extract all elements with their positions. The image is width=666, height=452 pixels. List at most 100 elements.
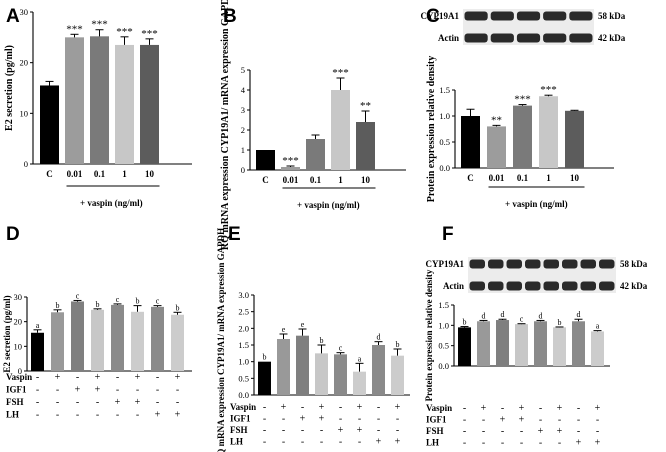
significance-label: b xyxy=(320,336,324,345)
blot-band xyxy=(490,11,514,21)
bar xyxy=(513,105,532,168)
x-tick-label: C xyxy=(46,169,53,179)
significance-label: b xyxy=(96,300,100,309)
treatment-mark: - xyxy=(76,410,79,421)
treatment-mark: - xyxy=(501,438,504,449)
y-tick-label: 10 xyxy=(20,108,29,118)
treatment-mark: - xyxy=(501,403,504,414)
treatment-mark: + xyxy=(135,372,141,383)
treatment-mark: - xyxy=(577,415,580,426)
treatment-mark: - xyxy=(558,415,561,426)
treatment-mark: + xyxy=(538,426,544,437)
treatment-mark: - xyxy=(539,438,542,449)
bar xyxy=(65,37,84,165)
blot-band xyxy=(543,259,559,269)
panel-letter-b: B xyxy=(223,6,237,27)
y-tick-label: 0.0 xyxy=(439,163,450,173)
treatment-mark: + xyxy=(175,410,181,421)
treatment-mark: + xyxy=(357,425,363,436)
treatment-mark: - xyxy=(396,414,399,425)
blot-band xyxy=(464,11,488,21)
x-tick-label: 0.01 xyxy=(489,173,505,183)
y-tick-label: 0 xyxy=(24,159,28,169)
bar xyxy=(515,324,528,366)
bar xyxy=(171,314,184,371)
panel-letter-e: E xyxy=(228,224,241,245)
treatment-mark: - xyxy=(263,437,266,448)
y-tick-label: 0.0 xyxy=(438,361,449,371)
treatment-mark: + xyxy=(55,372,61,383)
treatment-mark: - xyxy=(136,385,139,396)
bar xyxy=(477,321,490,366)
treatment-mark: + xyxy=(95,385,101,396)
bar xyxy=(111,304,124,371)
blot-band xyxy=(464,33,488,43)
bar xyxy=(534,321,547,366)
treatment-mark: - xyxy=(358,414,361,425)
bar xyxy=(296,335,309,395)
blot-band xyxy=(516,33,541,43)
y-tick-label: 1.5 xyxy=(238,340,249,350)
treatment-mark: + xyxy=(557,403,563,414)
treatment-mark: - xyxy=(520,438,523,449)
blot-band xyxy=(562,259,578,269)
bar xyxy=(591,331,604,366)
significance-label: d xyxy=(482,311,486,320)
significance-label: e xyxy=(282,325,286,334)
bar xyxy=(496,320,509,366)
significance-label: *** xyxy=(91,19,108,31)
panel-letter-f: F xyxy=(442,224,454,245)
bar xyxy=(90,36,109,164)
treatment-mark: - xyxy=(596,426,599,437)
treatment-mark: - xyxy=(463,438,466,449)
significance-label: *** xyxy=(514,94,531,106)
y-tick-label: 1.5 xyxy=(438,300,449,310)
y-tick-label: 0.5 xyxy=(238,373,249,383)
y-tick-label: 30 xyxy=(14,292,23,302)
bar xyxy=(277,339,290,395)
treatment-label: LH xyxy=(6,410,19,420)
treatment-mark: - xyxy=(56,385,59,396)
bar xyxy=(71,301,84,371)
panel-letter-d: D xyxy=(6,224,20,245)
treatment-mark: - xyxy=(539,403,542,414)
blot-label: CYP19A1 xyxy=(426,259,465,269)
y-axis-label: RQ mRNA expression CYP19A1/ mRNA express… xyxy=(220,0,231,250)
treatment-label: FSH xyxy=(426,426,444,436)
x-tick-label: 0.01 xyxy=(67,169,83,179)
treatment-mark: + xyxy=(376,437,382,448)
y-tick-label: 3 xyxy=(241,105,245,115)
treatment-label: Vaspin xyxy=(426,403,452,413)
significance-label: ** xyxy=(360,100,371,112)
treatment-mark: - xyxy=(463,415,466,426)
significance-label: e xyxy=(301,320,305,329)
treatment-mark: - xyxy=(539,415,542,426)
treatment-mark: - xyxy=(577,426,580,437)
treatment-mark: + xyxy=(519,415,525,426)
y-axis-label: Protein expression relative density xyxy=(426,56,437,202)
treatment-label: LH xyxy=(426,438,439,448)
treatment-mark: - xyxy=(358,437,361,448)
treatment-mark: + xyxy=(155,410,161,421)
treatment-label: Vaspin xyxy=(230,402,256,412)
y-tick-label: 5 xyxy=(241,65,245,75)
treatment-mark: - xyxy=(116,410,119,421)
treatment-mark: - xyxy=(263,402,266,413)
treatment-mark: + xyxy=(319,402,325,413)
treatment-mark: - xyxy=(116,372,119,383)
treatment-mark: - xyxy=(596,415,599,426)
bar xyxy=(565,110,584,168)
blot-band xyxy=(525,281,541,291)
treatment-mark: - xyxy=(156,397,159,408)
y-tick-label: 20 xyxy=(14,317,23,327)
treatment-mark: - xyxy=(96,410,99,421)
y-tick-label: 2.5 xyxy=(238,307,249,317)
blot-band xyxy=(543,281,559,291)
treatment-mark: + xyxy=(357,402,363,413)
treatment-mark: - xyxy=(520,426,523,437)
significance-label: c xyxy=(156,297,160,306)
bar xyxy=(51,312,64,371)
blot-band xyxy=(562,281,578,291)
treatment-mark: - xyxy=(463,426,466,437)
treatment-mark: - xyxy=(116,385,119,396)
